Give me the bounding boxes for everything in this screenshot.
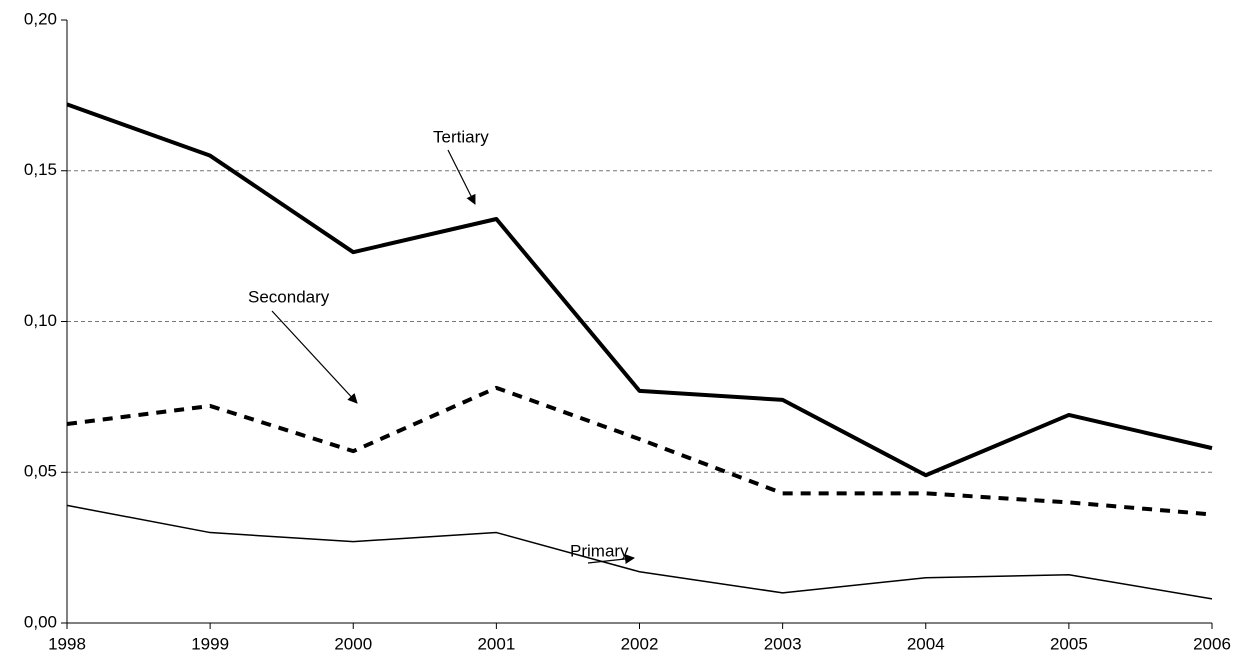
y-tick-label: 0,10: [24, 311, 57, 330]
y-tick-label: 0,20: [24, 9, 57, 28]
series-label: Tertiary: [433, 127, 489, 146]
series-line: [66, 385, 1213, 517]
x-tick-label: 2004: [907, 634, 945, 653]
x-tick-label: 2005: [1050, 634, 1088, 653]
x-tick-label: 2002: [621, 634, 659, 653]
x-tick-label: 2001: [477, 634, 515, 653]
y-tick-label: 0,15: [24, 160, 57, 179]
annotations: Tertiary Secondary Primary: [248, 127, 635, 564]
arrow: [587, 554, 635, 564]
series-line: [66, 102, 1213, 478]
x-tick-label: 2000: [334, 634, 372, 653]
arrow: [271, 310, 358, 404]
series-line: [66, 504, 1213, 600]
y-tick-label: 0,05: [24, 462, 57, 481]
series-label: Secondary: [248, 287, 330, 306]
x-tick-label: 2006: [1193, 634, 1231, 653]
arrow: [447, 149, 476, 205]
y-tick-label: 0,00: [24, 612, 57, 631]
x-tick-label: 1999: [191, 634, 229, 653]
x-tick-label: 2003: [764, 634, 802, 653]
series-label: Primary: [570, 541, 629, 560]
x-tick-label: 1998: [48, 634, 86, 653]
